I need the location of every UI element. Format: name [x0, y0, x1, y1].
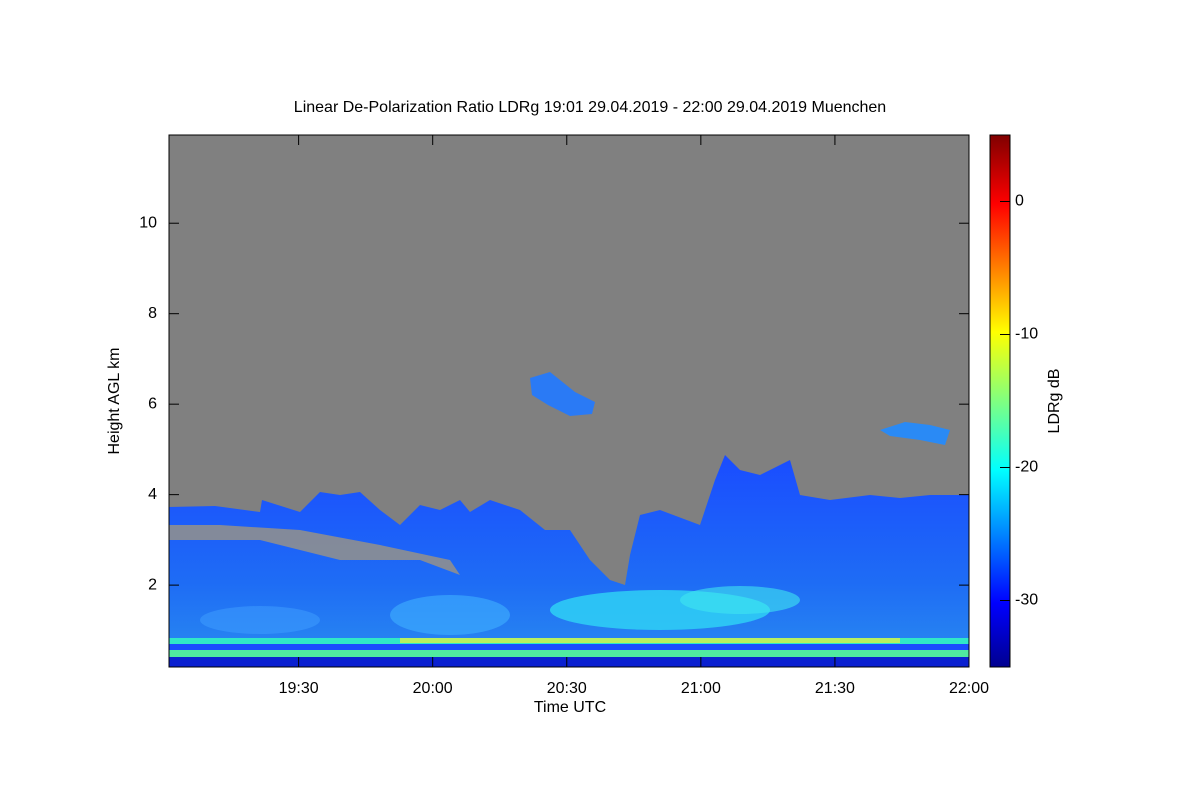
colorbar-tick-label: -20 — [1015, 459, 1038, 476]
x-tick-label: 22:00 — [949, 680, 989, 697]
y-tick-label: 10 — [139, 214, 157, 231]
x-tick-label: 20:30 — [547, 680, 587, 697]
y-tick-label: 2 — [148, 576, 157, 593]
colorbar — [989, 134, 1011, 668]
heatmap — [169, 135, 969, 667]
colorbar-tick-label: 0 — [1015, 193, 1024, 210]
colorbar-tick-label: -30 — [1015, 592, 1038, 609]
chart-title: Linear De-Polarization Ratio LDRg 19:01 … — [294, 99, 886, 116]
y-tick-label: 4 — [148, 486, 157, 503]
y-axis-label: Height AGL km — [106, 347, 123, 454]
x-axis-label: Time UTC — [534, 699, 606, 716]
y-tick-label: 8 — [148, 305, 157, 322]
colorbar-label: LDRg dB — [1046, 369, 1063, 434]
colorbar-tick-label: -10 — [1015, 326, 1038, 343]
y-tick-label: 6 — [148, 395, 157, 412]
x-tick-label: 19:30 — [279, 680, 319, 697]
x-tick-label: 21:30 — [815, 680, 855, 697]
x-tick-label: 21:00 — [681, 680, 721, 697]
x-tick-label: 20:00 — [413, 680, 453, 697]
axes — [168, 134, 970, 668]
